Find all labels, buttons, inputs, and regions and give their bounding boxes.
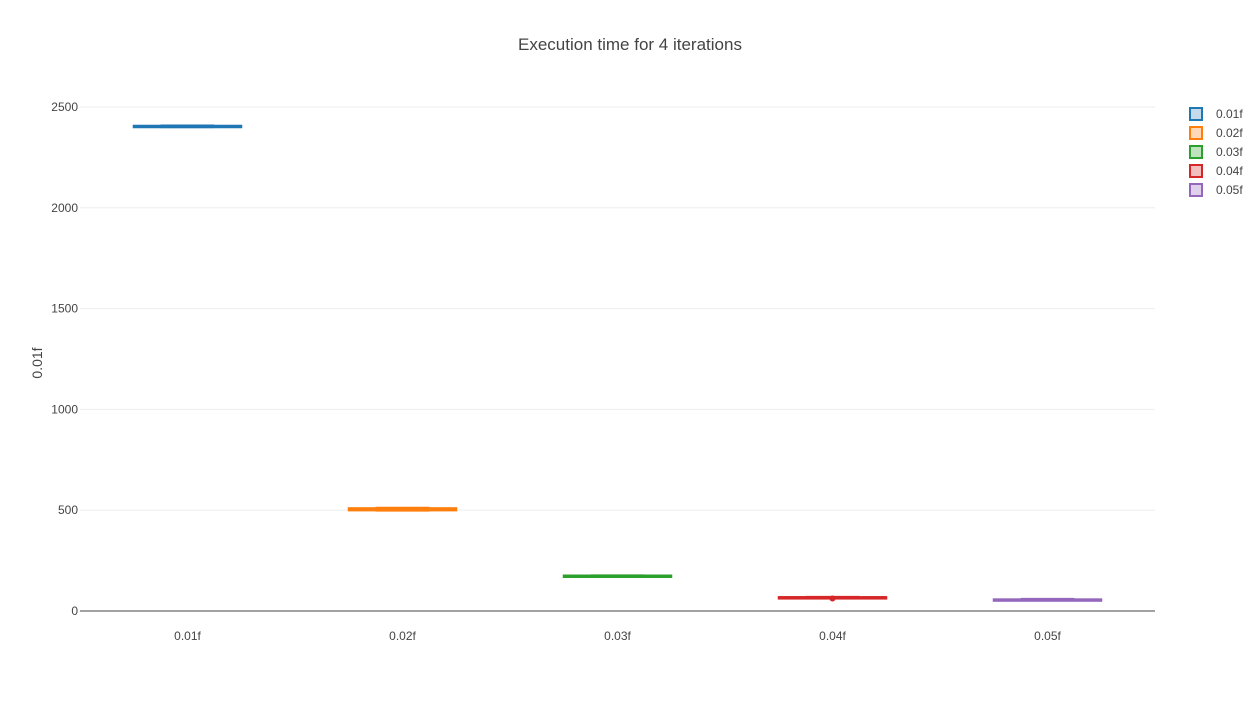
legend-item-0.04f[interactable]: 0.04f [1189,164,1243,178]
x-tick-label: 0.02f [389,629,416,643]
y-axis-ticks: 0 500 1000 1500 2000 2500 [51,100,78,618]
outlier-point [829,595,836,602]
legend-item-0.01f[interactable]: 0.01f [1189,107,1243,121]
legend-item-0.05f[interactable]: 0.05f [1189,183,1243,197]
y-axis-title: 0.01f [29,347,45,378]
legend-swatch [1189,126,1203,140]
legend-label: 0.04f [1216,164,1243,178]
box-series-layer [132,124,1103,602]
legend-swatch [1189,183,1203,197]
x-tick-label: 0.03f [604,629,631,643]
legend: 0.01f 0.02f 0.03f 0.04f 0.05f [1189,107,1243,197]
legend-swatch [1189,145,1203,159]
y-tick-label: 500 [58,503,78,517]
legend-label: 0.03f [1216,145,1243,159]
x-tick-label: 0.05f [1034,629,1061,643]
legend-label: 0.02f [1216,126,1243,140]
x-tick-label: 0.04f [819,629,846,643]
y-tick-label: 1500 [51,302,78,316]
box-0.02f[interactable] [347,506,458,512]
legend-label: 0.01f [1216,107,1243,121]
box-0.01f[interactable] [132,124,243,129]
legend-label: 0.05f [1216,183,1243,197]
legend-item-0.03f[interactable]: 0.03f [1189,145,1243,159]
box-0.03f[interactable] [562,574,673,579]
box-0.04f[interactable] [777,595,888,602]
legend-swatch [1189,164,1203,178]
x-tick-label: 0.01f [174,629,201,643]
chart-title: Execution time for 4 iterations [518,35,742,54]
y-tick-label: 0 [71,604,78,618]
y-tick-label: 1000 [51,402,78,416]
y-tick-label: 2500 [51,100,78,114]
y-tick-label: 2000 [51,201,78,215]
box-0.05f[interactable] [992,597,1103,602]
legend-swatch [1189,107,1203,121]
legend-item-0.02f[interactable]: 0.02f [1189,126,1243,140]
grid-layer [80,106,1155,612]
x-axis-ticks: 0.01f 0.02f 0.03f 0.04f 0.05f [174,629,1061,643]
